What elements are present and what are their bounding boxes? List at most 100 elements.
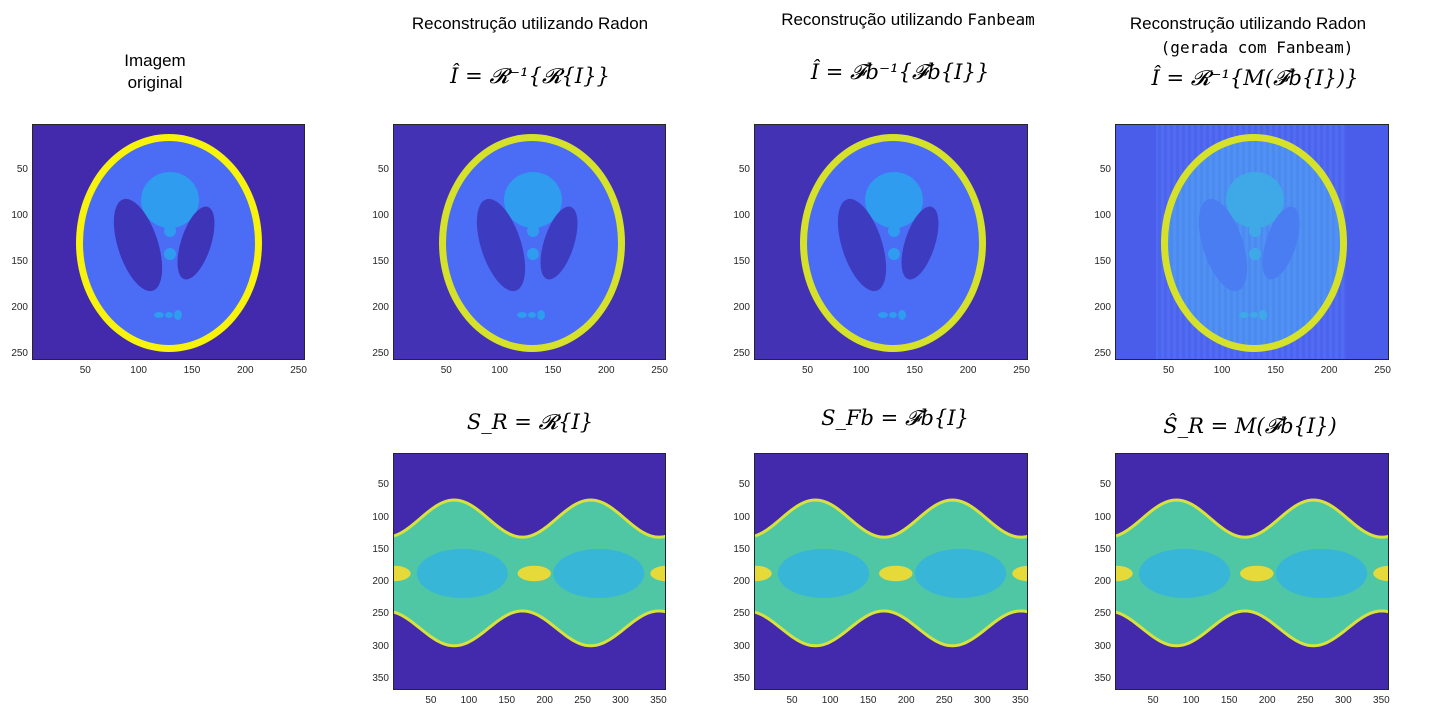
original-ytick: 200 <box>11 302 28 314</box>
recon-mixed-ytick: 250 <box>1094 348 1111 360</box>
formula-recon-radon: Î = 𝓡⁻¹{𝓡{I}} <box>450 64 610 88</box>
sino-mixed-ytick: 200 <box>1094 576 1111 588</box>
title-original: Imagem original <box>95 50 215 94</box>
sinogram-highlight <box>394 565 411 582</box>
sino-radon-xtick: 150 <box>498 695 516 706</box>
recon-mixed-ytick: 100 <box>1094 210 1111 222</box>
recon-radon-xtick: 250 <box>651 365 668 376</box>
sino-mixed-ytick: 100 <box>1094 511 1111 523</box>
panel-original <box>32 124 305 360</box>
sinogram-rim-bottom <box>1116 609 1388 648</box>
panel-sino-radon <box>393 453 666 690</box>
sino-mixed-ytick: 350 <box>1094 673 1111 685</box>
sinogram-lobe <box>553 548 645 599</box>
title-radon-text: Reconstrução utilizando Radon <box>411 14 649 33</box>
recon-fanbeam-ytick: 50 <box>738 164 750 176</box>
recon-mixed-xtick: 200 <box>1320 365 1338 376</box>
sino-radon-xtick: 100 <box>460 695 478 706</box>
sino-mixed-ytick: 150 <box>1094 543 1111 555</box>
sino-fanbeam-xtick: 300 <box>973 695 991 706</box>
recon-radon-ytick: 250 <box>372 348 389 360</box>
sinogram-rim-top <box>1116 498 1388 539</box>
sino-radon-ytick: 50 <box>377 479 389 491</box>
sinogram-highlight <box>755 565 772 582</box>
panel-recon-radon <box>393 124 666 360</box>
sinogram-rim-bottom <box>755 609 1027 648</box>
recon-mixed-xtick: 250 <box>1374 365 1391 376</box>
sino-fanbeam-xtick: 250 <box>935 695 953 706</box>
sino-mixed-ytick: 250 <box>1094 608 1111 620</box>
sino-radon-ytick: 100 <box>372 511 389 523</box>
title-fanbeam-word: Fanbeam <box>967 10 1035 29</box>
panel-recon-mixed <box>1115 124 1389 360</box>
panel-recon-fanbeam <box>754 124 1028 360</box>
sino-fanbeam-xtick: 350 <box>1012 695 1029 706</box>
sino-radon-ytick: 250 <box>372 608 389 620</box>
sino-fanbeam-ytick: 150 <box>733 543 750 555</box>
sino-fanbeam-ytick: 250 <box>733 608 750 620</box>
formula-sino-mixed: Ŝ_R = M(𝓕b{I}) <box>1163 414 1337 438</box>
sinogram-highlight <box>517 565 551 582</box>
sino-mixed-xtick: 300 <box>1334 695 1352 706</box>
original-ytick: 50 <box>16 164 28 176</box>
original-xtick: 50 <box>79 365 91 376</box>
recon-mixed-ytick: 50 <box>1099 164 1111 176</box>
recon-mixed-xtick: 50 <box>1162 365 1175 376</box>
recon-fanbeam-ytick: 200 <box>733 302 750 314</box>
sino-mixed-xtick: 200 <box>1258 695 1276 706</box>
sinogram-lobe <box>416 548 508 599</box>
sino-radon-xtick: 350 <box>650 695 667 706</box>
sinogram-lobe <box>1138 548 1231 599</box>
formula-sino-radon: S_R = 𝓡{I} <box>466 410 594 434</box>
sino-mixed-ytick: 300 <box>1094 640 1111 652</box>
recon-fanbeam-xtick: 250 <box>1013 365 1030 376</box>
title-original-line2: original <box>127 73 183 92</box>
sino-radon-ytick: 200 <box>372 576 389 588</box>
sinogram-rim-top <box>394 498 665 539</box>
recon-mixed-xtick: 100 <box>1213 365 1231 376</box>
recon-fanbeam-ytick: 150 <box>733 256 750 268</box>
original-xtick: 250 <box>290 365 307 376</box>
recon-radon-ytick: 100 <box>372 210 389 222</box>
recon-mixed-ytick: 200 <box>1094 302 1111 314</box>
recon-radon-ytick: 150 <box>372 256 389 268</box>
title-fanbeam: Reconstrução utilizando Fanbeam <box>748 9 1068 31</box>
sino-fanbeam-ytick: 200 <box>733 576 750 588</box>
sinogram-lobe <box>914 548 1007 599</box>
original-ytick: 250 <box>11 348 28 360</box>
title-mixed: Reconstrução utilizando Radon (gerada co… <box>1098 13 1398 59</box>
sino-radon-xtick: 200 <box>536 695 553 706</box>
recon-fanbeam-xtick: 100 <box>852 365 870 376</box>
title-mixed-line1: Reconstrução utilizando Radon <box>1129 14 1367 33</box>
sino-mixed-xtick: 250 <box>1296 695 1314 706</box>
recon-fanbeam-ytick: 250 <box>733 348 750 360</box>
sinogram-fanbeam <box>755 454 1027 689</box>
sino-mixed-xtick: 50 <box>1147 695 1159 706</box>
sino-radon-ytick: 350 <box>372 673 389 685</box>
sino-fanbeam-ytick: 350 <box>733 673 750 685</box>
sinogram-highlight <box>879 565 913 582</box>
phantom-recon-radon <box>394 125 665 359</box>
formula-recon-mixed: Î = 𝓡⁻¹{M(𝓕b{I})} <box>1151 66 1359 90</box>
sino-fanbeam-xtick: 50 <box>786 695 798 706</box>
panel-sino-fanbeam <box>754 453 1028 690</box>
formula-recon-fanbeam: Î = 𝓕b⁻¹{𝓕b{I}} <box>810 60 990 84</box>
sino-mixed-ytick: 50 <box>1099 479 1111 491</box>
sinogram-rim-bottom <box>394 609 665 648</box>
sino-fanbeam-ytick: 100 <box>733 511 750 523</box>
recon-radon-ytick: 50 <box>377 164 389 176</box>
sino-fanbeam-xtick: 200 <box>897 695 915 706</box>
sino-radon-xtick: 250 <box>574 695 591 706</box>
sino-radon-xtick: 300 <box>612 695 629 706</box>
title-radon: Reconstrução utilizando Radon <box>380 13 680 35</box>
formula-sino-fanbeam: S_Fb = 𝓕b{I} <box>821 406 969 430</box>
sinogram-highlight <box>1012 565 1027 582</box>
recon-radon-xtick: 100 <box>491 365 508 376</box>
sinogram-highlight <box>1240 565 1274 582</box>
title-mixed-line2: (gerada com Fanbeam) <box>1160 38 1354 57</box>
sinogram-mixed <box>1116 454 1388 689</box>
phantom-original <box>33 125 304 359</box>
panel-sino-mixed <box>1115 453 1389 690</box>
sino-fanbeam-ytick: 50 <box>738 479 750 491</box>
sinogram-rim-top <box>755 498 1027 539</box>
